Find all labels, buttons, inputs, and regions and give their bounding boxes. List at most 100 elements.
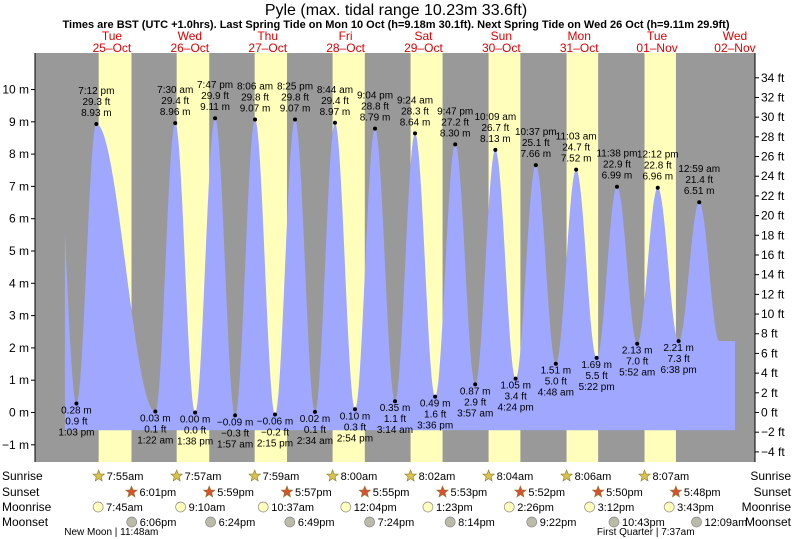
moonrise-icon xyxy=(584,501,595,513)
astro-time-label: 7:24pm xyxy=(378,517,415,529)
y-tick-label-ft: 34 ft xyxy=(761,71,785,85)
low-tide-label: 4:24 pm xyxy=(498,403,534,414)
sunset-icon xyxy=(436,485,449,498)
low-tide-dot xyxy=(233,413,238,418)
chart-subtitle: Times are BST (UTC +1.0hrs). Last Spring… xyxy=(63,19,730,31)
high-tide-label: 9.07 m xyxy=(280,104,311,115)
low-tide-dot xyxy=(553,361,558,366)
moon-phase-label: First Quarter | 7:37am xyxy=(597,527,695,538)
high-tide-label: 7:47 pm xyxy=(197,80,233,91)
y-tick-label-ft: 18 ft xyxy=(761,228,785,242)
y-tick-label-ft: 2 ft xyxy=(761,386,778,400)
low-tide-dot xyxy=(594,355,599,360)
astro-time-label: 7:55am xyxy=(107,471,144,483)
high-tide-dot xyxy=(574,167,579,172)
low-tide-label: 4:48 am xyxy=(538,388,574,399)
low-tide-label: 5.0 ft xyxy=(545,377,567,388)
astro-time-label: 12:09am xyxy=(705,517,748,529)
high-tide-label: 29.8 ft xyxy=(281,93,309,104)
high-tide-label: 9:24 am xyxy=(397,95,433,106)
high-tide-label: 8:06 am xyxy=(237,82,273,93)
low-tide-label: 3:14 am xyxy=(377,425,413,436)
day-name-label: Sat xyxy=(414,29,433,43)
moonset-icon xyxy=(444,516,456,528)
y-tick-label-m: 6 m xyxy=(9,212,29,226)
y-tick-label-ft: −4 ft xyxy=(761,445,785,459)
low-tide-label: 5:22 pm xyxy=(579,382,615,393)
y-tick-label-ft: 0 ft xyxy=(761,406,778,420)
sunrise-icon xyxy=(404,469,418,482)
astro-time-label: 7:45am xyxy=(106,502,143,514)
day-name-label: Tue xyxy=(102,29,123,43)
y-tick-label-ft: 4 ft xyxy=(761,366,778,380)
high-tide-label: 29.9 ft xyxy=(201,91,229,102)
high-tide-label: 28.3 ft xyxy=(401,106,429,117)
day-name-label: Mon xyxy=(568,29,591,43)
y-tick-label-m: 4 m xyxy=(9,276,29,290)
low-tide-dot xyxy=(153,409,158,414)
moonrise-icon xyxy=(257,501,269,513)
low-tide-label: −0.3 ft xyxy=(221,428,249,439)
moonset-icon xyxy=(526,516,538,528)
astro-time-label: 3:12pm xyxy=(598,502,635,514)
y-tick-label-m: 1 m xyxy=(9,373,29,387)
high-tide-label: 8.79 m xyxy=(360,113,391,124)
astro-time-label: 8:06am xyxy=(575,471,612,483)
day-name-label: Wed xyxy=(178,29,202,43)
high-tide-dot xyxy=(213,116,218,121)
day-date-label: 25–Oct xyxy=(93,41,132,55)
day-date-label: 01–Nov xyxy=(636,41,677,55)
y-tick-label-ft: 28 ft xyxy=(761,130,785,144)
chart-title: Pyle (max. tidal range 10.23m 33.6ft) xyxy=(265,2,527,19)
moonrise-icon xyxy=(340,501,352,513)
sunset-icon xyxy=(358,485,372,498)
high-tide-label: 7:30 am xyxy=(157,85,193,96)
moonrise-icon xyxy=(92,501,104,513)
astro-time-label: 6:24pm xyxy=(219,517,256,529)
low-tide-label: 1:22 am xyxy=(137,436,173,447)
moonset-icon xyxy=(284,516,296,528)
low-tide-dot xyxy=(393,399,398,404)
sunrise-icon xyxy=(248,469,262,482)
astro-time-label: 1:23pm xyxy=(436,502,473,514)
moonset-icon xyxy=(205,516,216,528)
astro-time-label: 9:22pm xyxy=(540,517,577,529)
sunset-icon xyxy=(591,485,605,498)
high-tide-label: 6.96 m xyxy=(642,172,673,183)
high-tide-dot xyxy=(614,184,619,189)
y-tick-label-m: 2 m xyxy=(9,341,29,355)
high-tide-label: 8.64 m xyxy=(400,117,431,128)
astro-time-label: 8:04am xyxy=(497,471,534,483)
low-tide-label: 0.9 ft xyxy=(65,416,87,427)
high-tide-label: 9.11 m xyxy=(200,102,230,113)
low-tide-label: 7.3 ft xyxy=(667,354,689,365)
low-tide-label: −0.2 ft xyxy=(261,427,289,438)
high-tide-label: 11:38 pm xyxy=(596,149,637,160)
moonrise-icon xyxy=(422,501,434,513)
high-tide-dot xyxy=(533,163,538,168)
low-tide-label: 2.13 m xyxy=(622,346,653,357)
high-tide-dot xyxy=(697,200,702,205)
low-tide-label: 0.49 m xyxy=(420,399,451,410)
low-tide-dot xyxy=(473,382,478,387)
high-tide-label: 22.9 ft xyxy=(603,160,631,171)
astro-time-label: 8:00am xyxy=(341,471,378,483)
sunrise-icon xyxy=(560,469,574,482)
day-date-label: 26–Oct xyxy=(170,41,209,55)
row-label-right: Moonrise xyxy=(742,500,792,514)
low-tide-label: 0.1 ft xyxy=(304,425,326,436)
low-tide-label: 0.87 m xyxy=(460,386,491,397)
high-tide-dot xyxy=(413,131,418,136)
low-tide-dot xyxy=(433,394,438,399)
astro-time-label: 10:37am xyxy=(271,502,314,514)
high-tide-label: 25.1 ft xyxy=(522,138,550,149)
day-date-label: 27–Oct xyxy=(248,41,287,55)
high-tide-label: 22.8 ft xyxy=(644,161,672,172)
sunrise-icon xyxy=(326,469,340,482)
low-tide-dot xyxy=(513,376,518,381)
y-tick-label-m: 3 m xyxy=(9,309,29,323)
astro-time-label: 12:04pm xyxy=(354,502,397,514)
day-date-label: 29–Oct xyxy=(404,41,443,55)
low-tide-label: 1:57 am xyxy=(217,439,253,450)
high-tide-label: 9:04 pm xyxy=(357,91,393,102)
